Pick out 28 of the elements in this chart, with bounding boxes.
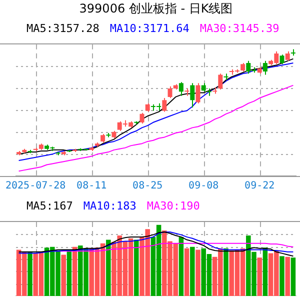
chart-title: 399006 创业板指 - 日K线图 — [79, 1, 233, 16]
text: MA5:167 — [26, 199, 73, 212]
bar — [190, 246, 195, 296]
bar — [184, 248, 190, 296]
bar — [285, 256, 290, 296]
bar — [28, 252, 32, 296]
x-tick-label: 2025-07-28 — [5, 180, 66, 192]
bar — [262, 248, 268, 296]
text: MA10:3171.64 — [110, 22, 190, 35]
bar — [290, 258, 296, 296]
x-tick-label: 09-08 — [188, 180, 219, 192]
text: MA10:183 — [83, 199, 136, 212]
bar — [178, 236, 184, 296]
x-tick-label: 08-11 — [76, 180, 107, 192]
bar — [257, 258, 262, 296]
bar — [61, 254, 66, 296]
bar — [106, 240, 111, 296]
bar — [66, 250, 72, 296]
bar — [134, 240, 139, 296]
text: MA5:3157.28 — [26, 22, 100, 35]
text: MA30:190 — [146, 199, 200, 212]
x-tick-label: 08-25 — [132, 180, 163, 192]
x-tick-label: 09-22 — [244, 180, 275, 192]
bar — [196, 250, 200, 296]
bar — [224, 248, 228, 296]
bar — [280, 256, 284, 296]
text: MA30:3145.39 — [200, 22, 280, 35]
bar — [72, 246, 78, 296]
